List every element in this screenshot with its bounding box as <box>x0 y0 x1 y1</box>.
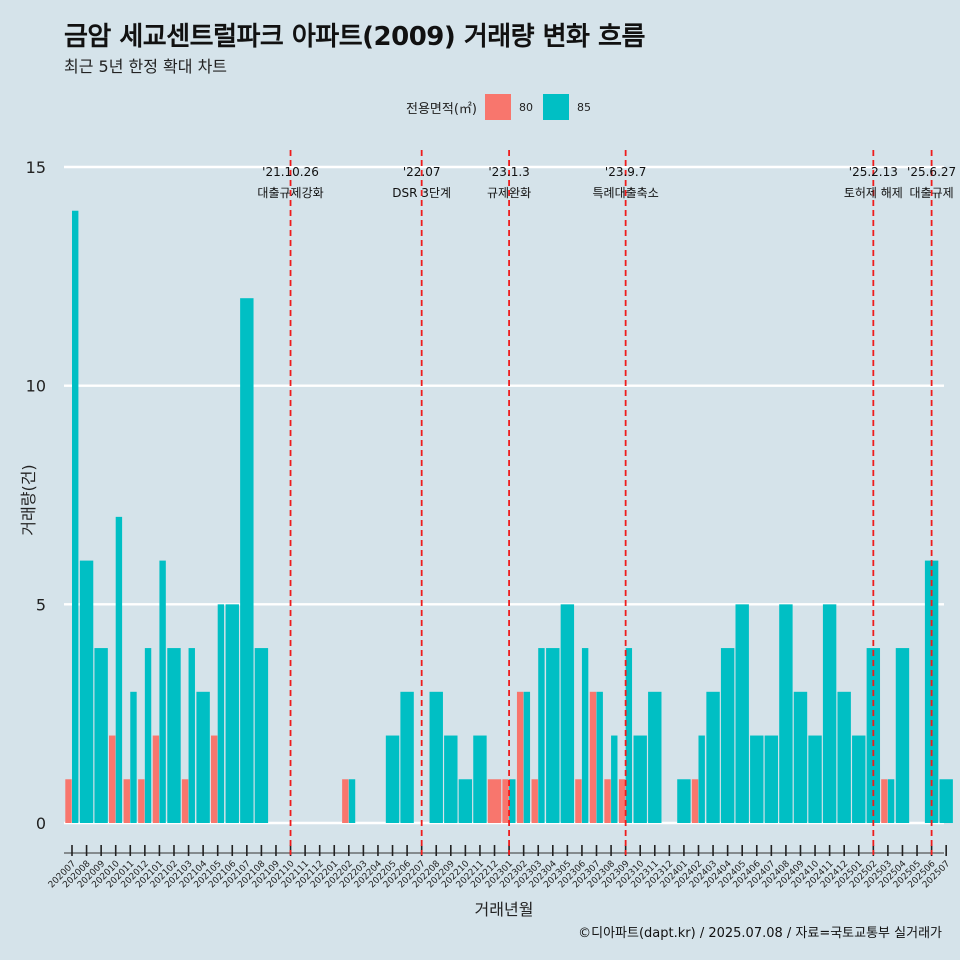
bar-80 <box>123 779 130 823</box>
bar-85 <box>648 691 662 823</box>
bar-85 <box>225 604 239 823</box>
bar-85 <box>633 735 647 823</box>
bar-85 <box>167 648 181 823</box>
bar-80 <box>516 691 524 823</box>
bar-85 <box>706 691 720 823</box>
y-tick-label: 0 <box>36 814 46 833</box>
bar-85 <box>735 604 749 823</box>
bar-85 <box>196 691 210 823</box>
bar-85 <box>698 735 705 823</box>
bar-85 <box>750 735 764 823</box>
bar-85 <box>779 604 793 823</box>
bar-85 <box>115 516 123 823</box>
bar-85 <box>159 560 166 823</box>
bar-80 <box>210 735 218 823</box>
bar-85 <box>509 779 516 823</box>
bar-85 <box>808 735 822 823</box>
bar-85 <box>546 648 560 823</box>
event-name-label: 대출규제강화 <box>257 186 323 200</box>
bar-80 <box>65 779 72 823</box>
bar-80 <box>138 779 145 823</box>
bar-80 <box>502 779 509 823</box>
bar-80 <box>181 779 189 823</box>
bar-80 <box>691 779 699 823</box>
event-date-label: '25.6.27 <box>907 165 956 179</box>
bar-85 <box>444 735 458 823</box>
bar-80 <box>575 779 582 823</box>
event-name-label: 대출규제 <box>910 186 954 200</box>
y-tick-label: 15 <box>26 158 46 177</box>
bar-85 <box>429 691 443 823</box>
bar-85 <box>473 735 487 823</box>
bar-85 <box>822 604 837 823</box>
bar-85 <box>837 691 851 823</box>
bar-85 <box>254 648 269 823</box>
event-date-label: '21.10.26 <box>262 165 319 179</box>
bar-85 <box>764 735 779 823</box>
x-axis-title: 거래년월 <box>475 900 534 919</box>
event-name-label: 특례대출축소 <box>593 186 659 200</box>
bar-85 <box>625 648 633 823</box>
bar-80 <box>152 735 160 823</box>
bar-85 <box>217 604 225 823</box>
bar-85 <box>560 604 575 823</box>
legend-key-80 <box>484 94 511 120</box>
bar-85 <box>240 298 254 823</box>
bar-85 <box>939 779 953 823</box>
legend-title: 전용면적(㎡) <box>406 101 477 117</box>
bar-85 <box>72 210 79 823</box>
bar-80 <box>604 779 611 823</box>
event-name-label: 토허제 해제 <box>844 186 903 200</box>
bar-85 <box>94 648 108 823</box>
bar-85 <box>895 648 910 823</box>
event-date-label: '25.2.13 <box>849 165 898 179</box>
y-axis-title: 거래량(건) <box>19 464 38 535</box>
bar-85 <box>79 560 94 823</box>
bar-85 <box>887 779 895 823</box>
event-date-label: '23.1.3 <box>488 165 529 179</box>
event-name-label: 규제완화 <box>487 186 531 200</box>
bar-80 <box>342 779 349 823</box>
event-date-label: '23.9.7 <box>605 165 646 179</box>
y-tick-label: 5 <box>36 595 46 614</box>
bar-80 <box>618 779 626 823</box>
legend-label-80: 80 <box>518 100 533 114</box>
bar-85 <box>144 648 152 823</box>
chart-title: 금암 세교센트럴파크 아파트(2009) 거래량 변화 흐름 <box>64 22 645 52</box>
legend-key-85 <box>542 94 569 120</box>
bar-80 <box>487 779 502 823</box>
bar-80 <box>531 779 538 823</box>
bar-85 <box>523 691 531 823</box>
legend: 전용면적(㎡) 80 85 <box>406 93 601 121</box>
bar-85 <box>596 691 603 823</box>
bar-85 <box>581 648 589 823</box>
credit-caption: ©디아파트(dapt.kr) / 2025.07.08 / 자료=국토교통부 실… <box>578 926 942 941</box>
bar-85 <box>458 779 473 823</box>
event-date-label: '22.07 <box>403 165 441 179</box>
bar-80 <box>589 691 597 823</box>
bar-85 <box>720 648 735 823</box>
bar-85 <box>611 735 618 823</box>
bar-85 <box>348 779 356 823</box>
bar-85 <box>130 691 137 823</box>
bar-80 <box>881 779 888 823</box>
bar-85 <box>793 691 808 823</box>
y-tick-label: 10 <box>26 377 46 396</box>
bar-85 <box>385 735 400 823</box>
chart-subtitle: 최근 5년 한정 확대 차트 <box>64 57 228 76</box>
bar-85 <box>538 648 545 823</box>
event-name-label: DSR 3단계 <box>392 186 451 200</box>
bar-85 <box>677 779 691 823</box>
bar-85 <box>852 735 866 823</box>
bar-85 <box>188 648 195 823</box>
bar-80 <box>109 735 116 823</box>
bar-85 <box>400 691 414 823</box>
legend-label-85: 85 <box>576 100 591 114</box>
